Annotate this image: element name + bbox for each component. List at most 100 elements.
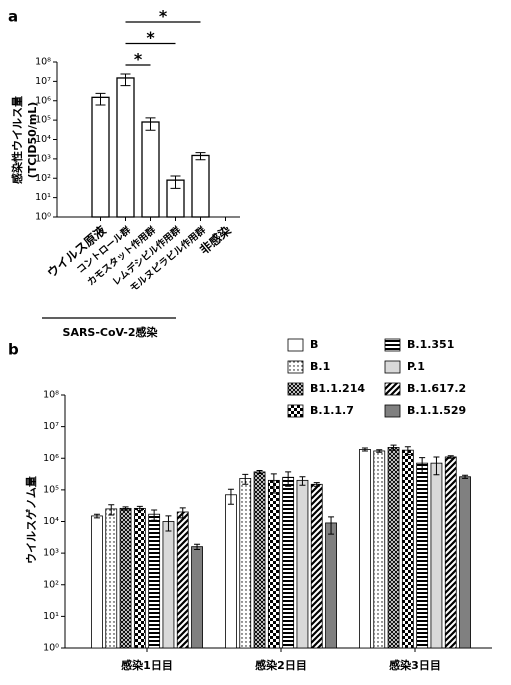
bar: [119, 507, 132, 649]
error-bar: [462, 474, 469, 479]
bar: [401, 449, 414, 649]
y-tick-label: 10²: [43, 579, 59, 590]
error-bar: [328, 516, 335, 535]
y-tick-label: 10⁶: [35, 95, 51, 106]
y-axis-label: 感染性ウイルス量: [10, 96, 24, 184]
legend-swatch: [287, 338, 304, 352]
bar: [373, 450, 386, 649]
legend-label: B.1.1.529: [407, 404, 466, 417]
x-tick-label: 感染1日目: [121, 658, 173, 672]
x-tick-label: 感染2日目: [255, 658, 307, 672]
bar: [148, 513, 161, 649]
bar: [416, 462, 429, 649]
error-bar: [256, 469, 263, 474]
bar: [191, 546, 203, 649]
bar: [267, 479, 280, 649]
y-tick-label: 10⁷: [43, 421, 59, 432]
bar: [444, 456, 457, 649]
y-tick-label: 10⁸: [35, 57, 51, 68]
error-bar: [242, 473, 249, 485]
error-bar: [270, 473, 277, 494]
error-bar: [433, 456, 440, 476]
bar: [239, 478, 252, 649]
legend-swatch: [384, 338, 401, 352]
error-bar: [447, 455, 454, 459]
legend-swatch: [384, 382, 401, 396]
error-bar: [390, 444, 397, 451]
bar: [325, 522, 337, 649]
bar: [253, 471, 266, 649]
y-tick-label: 10⁷: [35, 76, 51, 87]
legend-label: B.1: [310, 360, 330, 373]
bar: [310, 483, 323, 649]
legend-swatch: [287, 382, 304, 396]
bar: [225, 494, 237, 649]
error-bar: [376, 449, 383, 453]
bar: [359, 449, 371, 649]
bar: [162, 521, 175, 649]
error-bar: [165, 515, 172, 532]
bar: [91, 96, 110, 218]
bar: [191, 154, 210, 218]
error-bar: [136, 505, 143, 512]
bar: [282, 476, 295, 649]
y-tick-label: 10⁸: [43, 390, 59, 401]
bar: [459, 476, 471, 649]
error-bar: [151, 509, 158, 521]
bar: [387, 447, 400, 649]
bar: [105, 508, 118, 649]
bar: [296, 479, 309, 649]
y-tick-label: 10⁵: [43, 484, 59, 495]
legend-swatch: [384, 360, 401, 374]
legend-label: P.1: [407, 360, 425, 373]
y-axis-label: (TCID50/mL): [26, 102, 39, 179]
y-tick-label: 10⁵: [35, 115, 51, 126]
error-bar: [285, 471, 292, 487]
bar: [116, 77, 135, 218]
error-bar: [145, 117, 156, 131]
bar: [176, 511, 189, 649]
panel-label: a: [8, 8, 18, 26]
error-bar: [179, 507, 186, 519]
bar: [430, 462, 443, 649]
legend-swatch: [287, 404, 304, 418]
legend-label: B1.1.214: [310, 382, 365, 395]
error-bar: [313, 482, 320, 487]
y-tick-label: 10¹: [43, 611, 59, 622]
error-bar: [195, 152, 206, 161]
legend-swatch: [384, 404, 401, 418]
error-bar: [194, 543, 201, 551]
y-tick-label: 10³: [35, 153, 51, 164]
legend-swatch: [287, 360, 304, 374]
error-bar: [122, 506, 129, 511]
y-tick-label: 10⁴: [43, 516, 59, 527]
significance-label: *: [134, 50, 143, 69]
y-tick-label: 10¹: [35, 192, 51, 203]
error-bar: [120, 73, 131, 87]
y-tick-label: 10⁶: [43, 453, 59, 464]
x-tick-label: 感染3日目: [389, 658, 441, 672]
significance-label: *: [146, 28, 155, 47]
legend-label: B: [310, 338, 318, 351]
y-tick-label: 10⁴: [35, 134, 51, 145]
error-bar: [170, 175, 181, 189]
legend-label: B.1.351: [407, 338, 454, 351]
group-label: SARS-CoV-2感染: [63, 325, 159, 339]
error-bar: [95, 92, 106, 106]
legend-label: B.1.617.2: [407, 382, 466, 395]
panel-label: b: [8, 341, 19, 359]
y-axis-label: ウイルスゲノム量: [24, 476, 38, 564]
bar: [91, 515, 103, 649]
error-bar: [108, 504, 115, 516]
bar: [141, 121, 160, 218]
y-tick-label: 10²: [35, 173, 51, 184]
y-tick-label: 10⁰: [43, 643, 59, 654]
legend-label: B.1.1.7: [310, 404, 354, 417]
error-bar: [227, 488, 234, 505]
bar: [133, 507, 146, 649]
significance-label: *: [159, 7, 168, 26]
error-bar: [93, 513, 100, 519]
error-bar: [299, 476, 306, 486]
